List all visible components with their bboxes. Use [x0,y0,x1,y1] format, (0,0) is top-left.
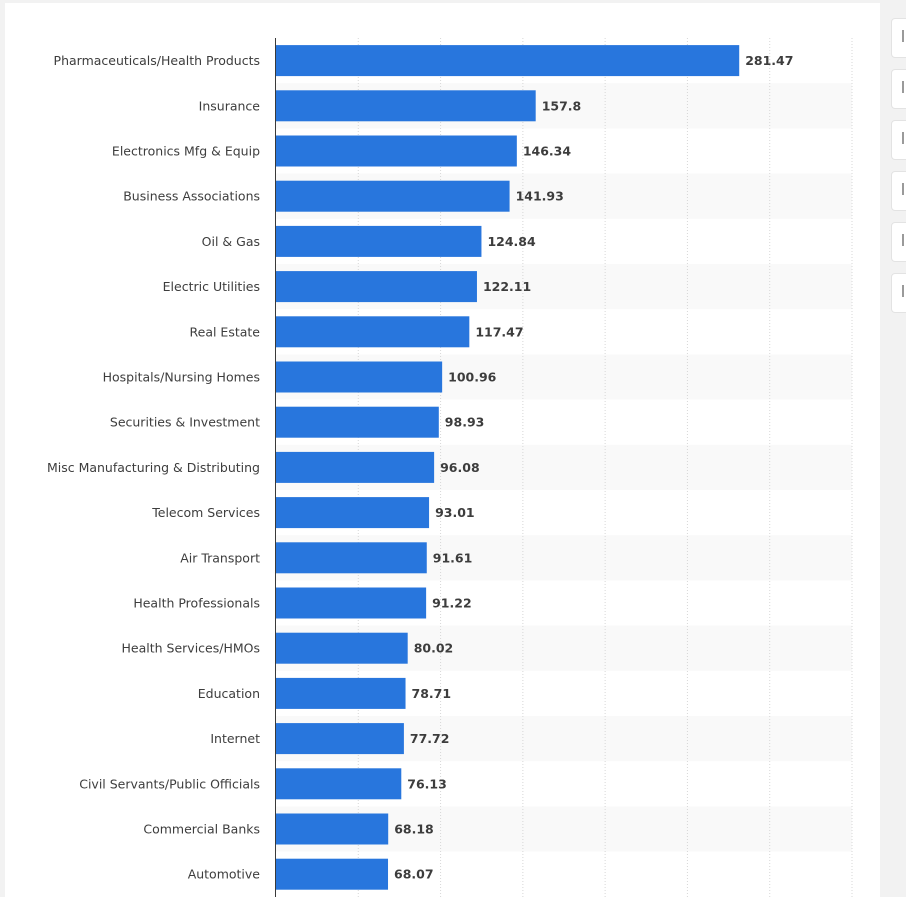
bar[interactable] [276,813,389,845]
category-label: Insurance [199,98,261,113]
category-label: Automotive [188,867,261,882]
category-label: Pharmaceuticals/Health Products [54,53,260,68]
bar[interactable] [276,135,517,167]
value-label: 77.72 [410,731,450,746]
category-label: Commercial Banks [143,822,260,837]
category-label: Misc Manufacturing & Distributing [47,460,260,475]
category-label: Oil & Gas [202,234,260,249]
toolbar-button-download[interactable] [891,18,906,58]
value-label: 281.47 [745,53,793,68]
category-label: Air Transport [180,550,260,565]
value-label: 96.08 [440,460,480,475]
value-label: 141.93 [516,189,564,204]
bar[interactable] [276,180,510,212]
value-label: 100.96 [448,370,497,385]
category-label: Electronics Mfg & Equip [112,144,260,159]
bar[interactable] [276,271,477,303]
category-label: Health Services/HMOs [122,641,260,656]
bar[interactable] [276,632,408,664]
value-label: 78.71 [412,686,452,701]
value-label: 98.93 [445,415,485,430]
category-label: Electric Utilities [163,279,260,294]
bar[interactable] [276,90,536,122]
value-label: 117.47 [475,324,523,339]
bookmark-icon [902,132,906,144]
toolbar-button-notification[interactable] [891,69,906,109]
value-label: 80.02 [414,641,454,656]
toolbar-button-bookmark[interactable] [891,120,906,160]
notification-icon [902,81,906,93]
toolbar-button-print[interactable] [891,273,906,313]
category-label: Telecom Services [151,505,260,520]
value-labels: 281.47 157.8 146.34 141.93 124.84 122.11 117.4… [394,53,793,882]
bar[interactable] [276,497,430,529]
bar[interactable] [276,677,406,709]
download-icon [902,30,906,42]
category-label: Securities & Investment [110,415,260,430]
value-label: 91.22 [432,596,472,611]
bar[interactable] [276,316,470,348]
value-label: 124.84 [487,234,536,249]
print-icon [902,285,906,297]
bar[interactable] [276,542,427,574]
bar[interactable] [276,723,404,755]
bar[interactable] [276,361,443,393]
value-label: 122.11 [483,279,531,294]
value-label: 68.07 [394,867,434,882]
category-label: Real Estate [190,324,261,339]
settings-icon [902,183,906,195]
bar[interactable] [276,45,740,77]
bar[interactable] [276,587,427,619]
bar[interactable] [276,225,482,257]
category-labels: Pharmaceuticals/Health Products Insurance… [47,53,260,882]
toolbar-button-share[interactable] [891,222,906,262]
category-label: Civil Servants/Public Officials [79,776,260,791]
toolbar-button-settings[interactable] [891,171,906,211]
category-label: Business Associations [123,189,260,204]
bar[interactable] [276,768,402,800]
value-label: 157.8 [542,98,582,113]
bar[interactable] [276,858,389,890]
category-label: Education [198,686,260,701]
category-label: Health Professionals [133,596,260,611]
value-label: 68.18 [394,822,434,837]
bars [276,45,740,890]
bar[interactable] [276,406,439,438]
value-label: 76.13 [407,776,447,791]
share-icon [902,234,906,246]
category-label: Internet [210,731,260,746]
bar[interactable] [276,451,435,483]
value-label: 146.34 [523,144,572,159]
value-label: 91.61 [433,550,473,565]
value-label: 93.01 [435,505,475,520]
category-label: Hospitals/Nursing Homes [103,370,260,385]
